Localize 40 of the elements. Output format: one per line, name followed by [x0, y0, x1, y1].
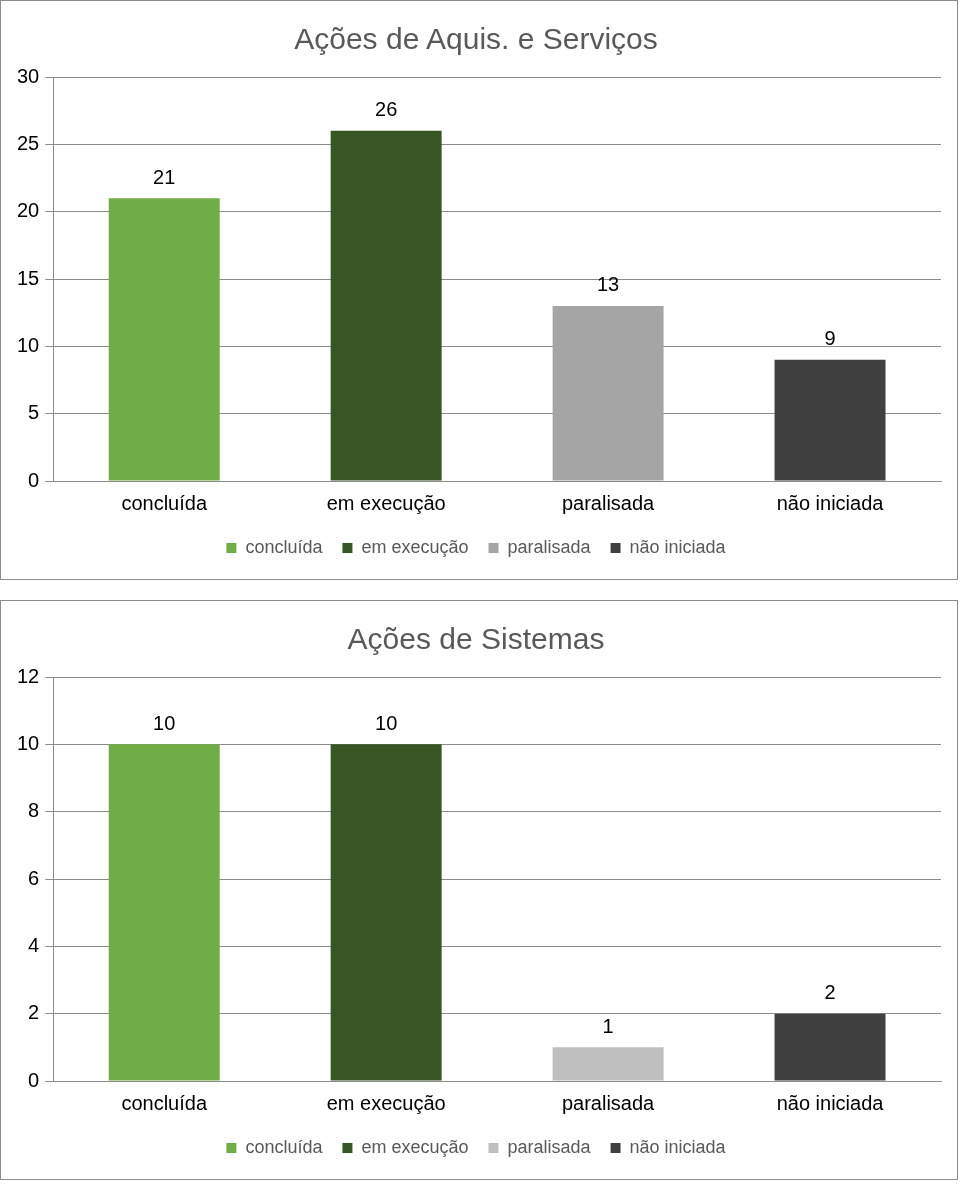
data-label: 2	[824, 981, 836, 1004]
chart-title: Ações de Sistemas	[347, 622, 605, 656]
x-tick-label: em execução	[326, 491, 446, 514]
y-tick-label: 5	[28, 401, 40, 424]
x-tick-label: concluída	[121, 1091, 208, 1114]
x-tick-label: em execução	[326, 1091, 446, 1114]
legend-label: em execução	[361, 536, 469, 557]
x-tick-label: paralisada	[561, 1091, 656, 1114]
data-label: 9	[824, 327, 836, 350]
data-label: 21	[153, 165, 176, 188]
y-tick-label: 10	[17, 731, 40, 754]
x-tick-label: não iniciada	[776, 1091, 885, 1114]
y-tick-label: 25	[17, 131, 40, 154]
y-tick-label: 30	[17, 64, 40, 87]
data-label: 10	[375, 711, 398, 734]
legend-label: paralisada	[507, 536, 592, 557]
data-label: 26	[375, 98, 398, 121]
y-tick-label: 2	[28, 1001, 40, 1024]
y-tick-label: 8	[28, 799, 40, 822]
data-label: 10	[153, 711, 176, 734]
x-tick-label: concluída	[121, 491, 208, 514]
legend-label: concluída	[245, 1136, 324, 1157]
y-tick-label: 12	[17, 664, 40, 687]
y-tick-label: 10	[17, 333, 40, 356]
y-tick-label: 15	[17, 266, 40, 289]
chart-title: Ações de Aquis. e Serviços	[294, 22, 658, 56]
y-tick-label: 6	[28, 866, 40, 889]
legend-label: em execução	[361, 1136, 469, 1157]
legend-label: não iniciada	[629, 1136, 727, 1157]
legend-label: paralisada	[507, 1136, 592, 1157]
legend-label: concluída	[245, 536, 324, 557]
x-tick-label: paralisada	[561, 491, 656, 514]
y-tick-label: 20	[17, 199, 40, 222]
legend-label: não iniciada	[629, 536, 727, 557]
x-tick-label: não iniciada	[776, 491, 885, 514]
data-label: 1	[602, 1014, 614, 1037]
y-tick-label: 4	[28, 933, 40, 956]
y-tick-label: 0	[28, 1068, 40, 1091]
data-label: 13	[596, 273, 620, 296]
y-tick-label: 0	[28, 468, 40, 491]
